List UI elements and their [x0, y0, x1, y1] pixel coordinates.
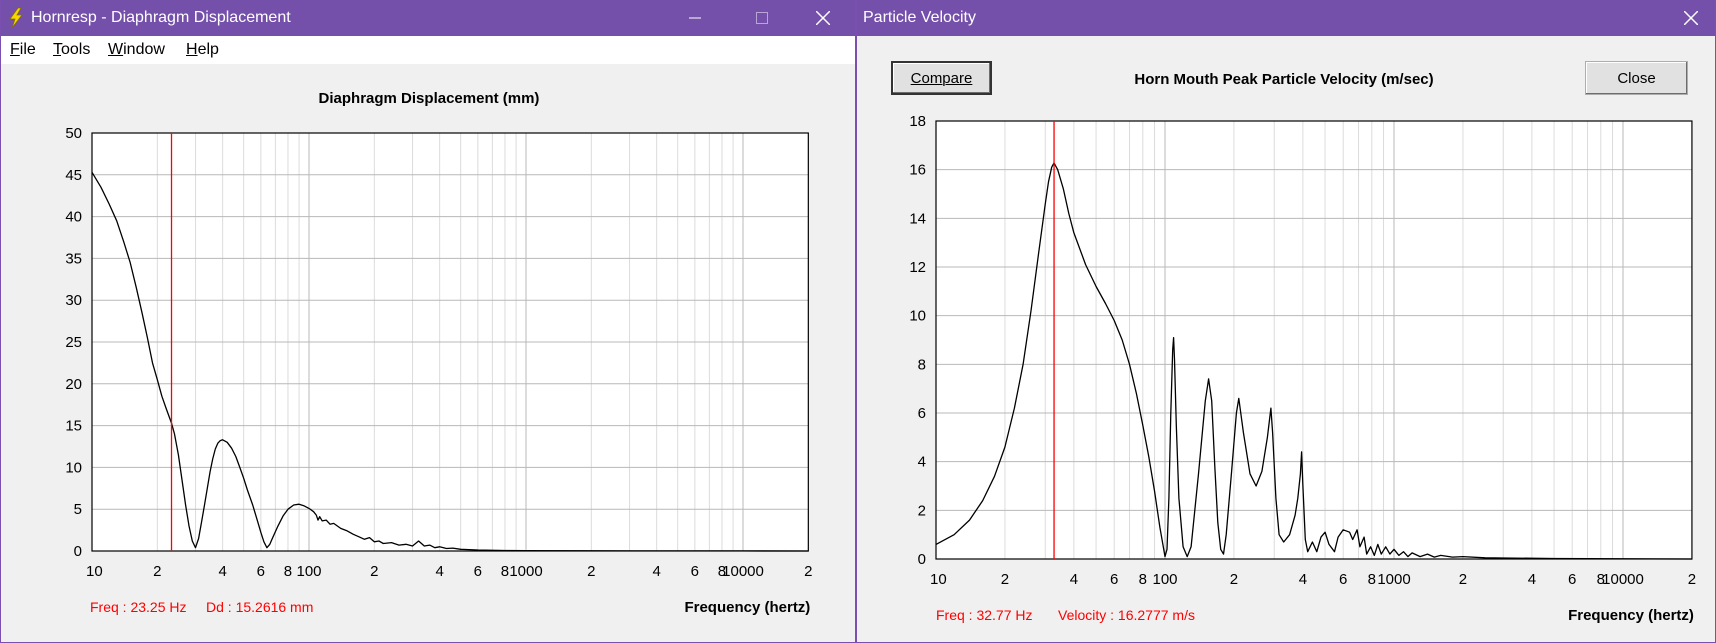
freq-readout: Freq : 23.25 Hz [90, 599, 187, 615]
close-icon [1684, 11, 1698, 25]
x-tick-label: 6 [1110, 571, 1118, 588]
x-tick-label: 8 [718, 563, 726, 580]
series-line [935, 162, 1692, 560]
plot-frame [91, 132, 809, 552]
x-tick-label: 1000 [509, 563, 542, 580]
menu-bar: File Tools Window Help [1, 36, 855, 64]
x-tick-label: 10000 [722, 563, 764, 580]
x-tick-label: 100 [1152, 571, 1177, 588]
close-window-button[interactable] [1668, 0, 1714, 36]
minimize-button[interactable] [672, 0, 718, 36]
window-particle-velocity: Particle Velocity Compare Close 0 2 4 6 8 10 1… [856, 0, 1716, 643]
x-axis-label: Frequency (hertz) [684, 599, 810, 616]
value-readout: Velocity : 16.2777 m/s [1058, 607, 1195, 623]
x-tick-label: 10000 [1602, 571, 1644, 588]
x-tick-label: 6 [1568, 571, 1576, 588]
minimize-icon [689, 17, 701, 19]
y-tick-label: 0 [918, 551, 926, 568]
x-tick-label: 4 [218, 563, 226, 580]
y-tick-label: 45 [65, 167, 82, 184]
x-tick-label: 2 [370, 563, 378, 580]
x-tick-label: 4 [435, 563, 443, 580]
menu-file[interactable]: File [10, 41, 36, 58]
compare-button[interactable]: Compare [891, 61, 992, 95]
x-axis-label: Frequency (hertz) [1568, 607, 1694, 624]
x-tick-label: 10 [930, 571, 947, 588]
y-tick-label: 50 [65, 125, 82, 142]
y-tick-label: 30 [65, 292, 82, 309]
x-tick-label: 8 [1139, 571, 1147, 588]
y-tick-label: 35 [65, 250, 82, 267]
y-tick-label: 20 [65, 376, 82, 393]
x-tick-label: 2 [804, 563, 812, 580]
x-tick-label: 4 [652, 563, 660, 580]
x-tick-label: 4 [1070, 571, 1078, 588]
x-tick-label: 8 [1368, 571, 1376, 588]
x-tick-label: 4 [1528, 571, 1536, 588]
close-window-button[interactable] [800, 0, 846, 36]
maximize-icon [756, 12, 768, 24]
y-tick-label: 16 [909, 162, 926, 179]
close-label: Close [1617, 69, 1656, 87]
titlebar[interactable]: Particle Velocity [857, 0, 1715, 36]
x-tick-label: 8 [501, 563, 509, 580]
x-tick-label: 2 [153, 563, 161, 580]
y-tick-label: 18 [909, 113, 926, 130]
freq-readout: Freq : 32.77 Hz [936, 607, 1033, 623]
x-tick-label: 6 [1339, 571, 1347, 588]
lightning-bolt-icon [9, 8, 23, 28]
x-tick-label: 6 [474, 563, 482, 580]
chart-title: Diaphragm Displacement (mm) [319, 90, 540, 107]
x-tick-label: 2 [1688, 571, 1696, 588]
value-readout: Dd : 15.2616 mm [206, 599, 313, 615]
x-tick-label: 6 [257, 563, 265, 580]
y-tick-label: 6 [918, 405, 926, 422]
menu-help[interactable]: Help [186, 41, 219, 58]
y-tick-label: 0 [74, 543, 82, 560]
chart-title: Horn Mouth Peak Particle Velocity (m/sec… [1134, 71, 1433, 88]
plot-frame [935, 120, 1693, 560]
plot-area [936, 121, 1692, 559]
x-tick-label: 2 [587, 563, 595, 580]
window-title: Hornresp - Diaphragm Displacement [31, 9, 291, 26]
x-tick-label: 8 [1597, 571, 1605, 588]
compare-label: Compare [910, 69, 973, 87]
menu-window[interactable]: Window [108, 41, 165, 58]
menu-tools[interactable]: Tools [53, 41, 91, 58]
x-tick-label: 4 [1299, 571, 1307, 588]
x-tick-label: 8 [284, 563, 292, 580]
window-diaphragm-displacement: Hornresp - Diaphragm Displacement File T… [0, 0, 856, 643]
y-tick-label: 2 [918, 502, 926, 519]
x-tick-label: 1000 [1377, 571, 1410, 588]
y-tick-label: 40 [65, 209, 82, 226]
y-tick-label: 5 [74, 501, 82, 518]
y-tick-label: 4 [918, 454, 926, 471]
series-line [91, 171, 809, 552]
window-title: Particle Velocity [863, 9, 976, 26]
close-icon [816, 11, 830, 25]
x-tick-label: 100 [296, 563, 321, 580]
x-tick-label: 6 [691, 563, 699, 580]
x-tick-label: 2 [1230, 571, 1238, 588]
y-tick-label: 12 [909, 259, 926, 276]
y-tick-label: 10 [65, 459, 82, 476]
close-button[interactable]: Close [1585, 61, 1688, 95]
x-tick-label: 2 [1001, 571, 1009, 588]
y-tick-label: 25 [65, 334, 82, 351]
y-tick-label: 8 [918, 356, 926, 373]
y-tick-label: 10 [909, 308, 926, 325]
titlebar[interactable]: Hornresp - Diaphragm Displacement [1, 0, 855, 36]
y-tick-label: 15 [65, 418, 82, 435]
x-tick-label: 2 [1459, 571, 1467, 588]
y-tick-label: 14 [909, 210, 926, 227]
x-tick-label: 10 [86, 563, 103, 580]
maximize-button[interactable] [739, 0, 785, 36]
